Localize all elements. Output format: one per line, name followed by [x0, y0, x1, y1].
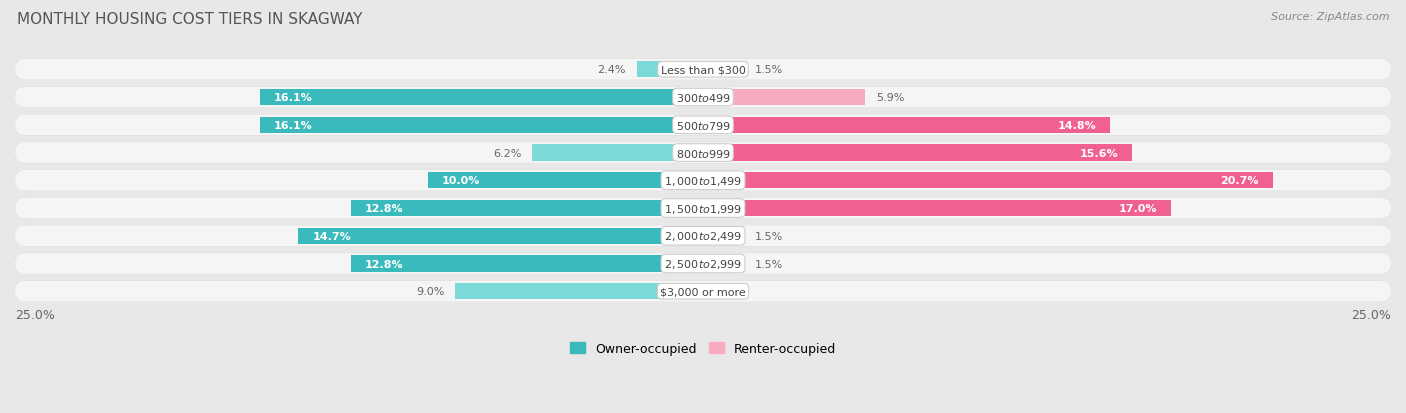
- Bar: [703, 62, 744, 78]
- FancyBboxPatch shape: [15, 88, 1391, 108]
- Text: 25.0%: 25.0%: [15, 309, 55, 322]
- Text: $500 to $799: $500 to $799: [675, 119, 731, 131]
- Bar: [703, 145, 1132, 161]
- FancyBboxPatch shape: [15, 60, 1391, 81]
- Text: $800 to $999: $800 to $999: [675, 147, 731, 159]
- Bar: [703, 256, 744, 272]
- Bar: [298, 228, 703, 244]
- FancyBboxPatch shape: [15, 171, 1391, 191]
- Text: 10.0%: 10.0%: [441, 176, 479, 186]
- Text: $3,000 or more: $3,000 or more: [661, 287, 745, 297]
- Bar: [703, 117, 1111, 133]
- Bar: [703, 200, 1171, 216]
- Text: MONTHLY HOUSING COST TIERS IN SKAGWAY: MONTHLY HOUSING COST TIERS IN SKAGWAY: [17, 12, 363, 27]
- Text: 14.7%: 14.7%: [312, 231, 352, 241]
- Bar: [260, 90, 703, 106]
- Text: 15.6%: 15.6%: [1080, 148, 1119, 158]
- Text: 2.4%: 2.4%: [598, 65, 626, 75]
- Text: 12.8%: 12.8%: [364, 259, 404, 269]
- Bar: [350, 256, 703, 272]
- Text: $2,000 to $2,499: $2,000 to $2,499: [664, 230, 742, 243]
- FancyBboxPatch shape: [15, 170, 1391, 192]
- FancyBboxPatch shape: [15, 115, 1391, 136]
- Text: 6.2%: 6.2%: [494, 148, 522, 158]
- Text: $1,500 to $1,999: $1,500 to $1,999: [664, 202, 742, 215]
- Text: Source: ZipAtlas.com: Source: ZipAtlas.com: [1271, 12, 1389, 22]
- Text: 16.1%: 16.1%: [274, 93, 312, 103]
- FancyBboxPatch shape: [15, 115, 1391, 136]
- FancyBboxPatch shape: [15, 253, 1391, 275]
- Text: $1,000 to $1,499: $1,000 to $1,499: [664, 174, 742, 188]
- Text: $300 to $499: $300 to $499: [675, 92, 731, 104]
- Bar: [427, 173, 703, 189]
- Text: 12.8%: 12.8%: [364, 204, 404, 214]
- Text: Less than $300: Less than $300: [661, 65, 745, 75]
- Bar: [533, 145, 703, 161]
- FancyBboxPatch shape: [15, 281, 1391, 302]
- Text: 25.0%: 25.0%: [1351, 309, 1391, 322]
- FancyBboxPatch shape: [15, 281, 1391, 302]
- FancyBboxPatch shape: [15, 198, 1391, 219]
- FancyBboxPatch shape: [15, 198, 1391, 219]
- Text: 14.8%: 14.8%: [1057, 121, 1097, 131]
- FancyBboxPatch shape: [15, 143, 1391, 164]
- FancyBboxPatch shape: [15, 225, 1391, 247]
- Text: 1.5%: 1.5%: [755, 259, 783, 269]
- Bar: [703, 90, 865, 106]
- Bar: [456, 283, 703, 299]
- Bar: [350, 200, 703, 216]
- FancyBboxPatch shape: [15, 142, 1391, 164]
- Text: $2,500 to $2,999: $2,500 to $2,999: [664, 257, 742, 271]
- Legend: Owner-occupied, Renter-occupied: Owner-occupied, Renter-occupied: [565, 337, 841, 360]
- Text: 5.9%: 5.9%: [876, 93, 904, 103]
- Text: 20.7%: 20.7%: [1220, 176, 1258, 186]
- Text: 17.0%: 17.0%: [1119, 204, 1157, 214]
- FancyBboxPatch shape: [15, 226, 1391, 247]
- Text: 16.1%: 16.1%: [274, 121, 312, 131]
- FancyBboxPatch shape: [15, 254, 1391, 274]
- Bar: [703, 173, 1272, 189]
- FancyBboxPatch shape: [15, 59, 1391, 81]
- Bar: [637, 62, 703, 78]
- Text: 9.0%: 9.0%: [416, 287, 444, 297]
- Bar: [260, 117, 703, 133]
- Text: 1.5%: 1.5%: [755, 231, 783, 241]
- Bar: [703, 228, 744, 244]
- FancyBboxPatch shape: [15, 87, 1391, 109]
- Text: 1.5%: 1.5%: [755, 65, 783, 75]
